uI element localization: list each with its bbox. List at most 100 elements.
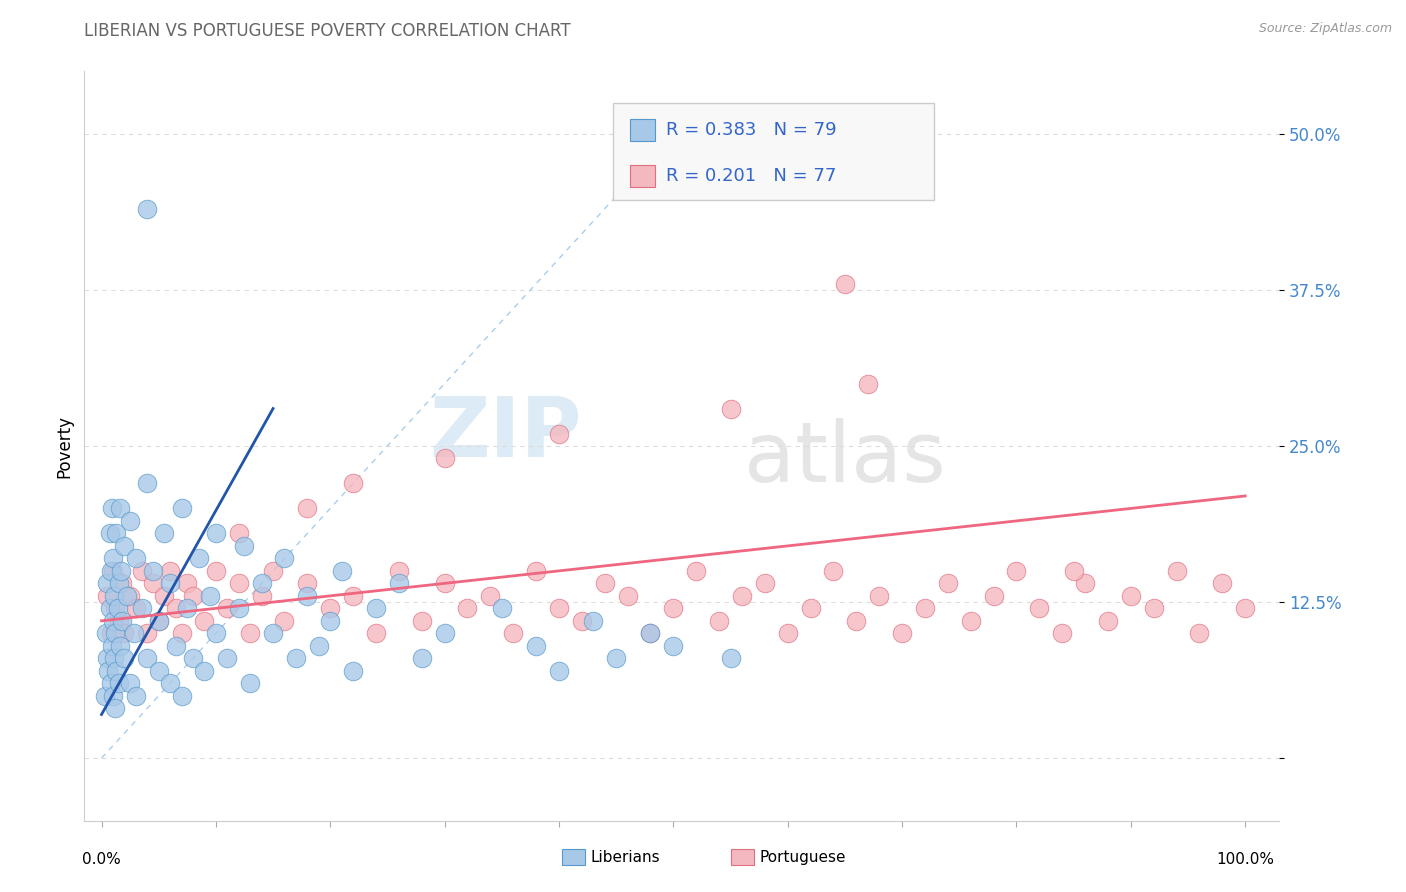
Point [502, 626, 524, 640]
Point [284, 651, 307, 665]
Point [101, 564, 124, 578]
Point [936, 576, 959, 591]
Point [731, 589, 754, 603]
Point [593, 576, 616, 591]
Point [97, 664, 120, 678]
Point [250, 589, 273, 603]
Point [1028, 601, 1050, 615]
Point [411, 614, 433, 628]
Point [1166, 564, 1188, 578]
Point [205, 564, 228, 578]
Text: LIBERIAN VS PORTUGUESE POVERTY CORRELATION CHART: LIBERIAN VS PORTUGUESE POVERTY CORRELATI… [84, 22, 571, 40]
Point [217, 601, 239, 615]
Point [159, 564, 181, 578]
Point [103, 651, 125, 665]
Point [1097, 614, 1119, 628]
Point [891, 626, 914, 640]
Point [433, 451, 456, 466]
Point [101, 551, 124, 566]
Point [1188, 626, 1211, 640]
Point [239, 676, 262, 690]
Point [262, 564, 284, 578]
Point [662, 601, 685, 615]
Point [308, 639, 330, 653]
Point [297, 589, 319, 603]
Point [273, 614, 295, 628]
Point [330, 564, 353, 578]
Point [104, 626, 127, 640]
Point [112, 539, 135, 553]
Point [148, 614, 170, 628]
Point [100, 676, 122, 690]
Point [136, 626, 159, 640]
Point [107, 614, 129, 628]
Point [319, 614, 342, 628]
Point [433, 576, 456, 591]
Point [342, 664, 364, 678]
Point [273, 551, 295, 566]
Point [101, 614, 124, 628]
Point [640, 626, 662, 640]
Point [707, 614, 730, 628]
Point [96, 576, 118, 591]
Point [388, 576, 411, 591]
Point [111, 614, 134, 628]
Text: Liberians: Liberians [591, 850, 661, 864]
Point [148, 614, 170, 628]
Point [100, 564, 122, 578]
Text: ZIP: ZIP [429, 393, 582, 474]
Point [524, 564, 547, 578]
Point [823, 564, 845, 578]
Point [548, 601, 571, 615]
Point [181, 651, 204, 665]
Point [105, 664, 128, 678]
Point [159, 576, 181, 591]
Point [1005, 564, 1028, 578]
Point [101, 501, 124, 516]
Point [548, 426, 571, 441]
Point [411, 651, 433, 665]
Point [101, 639, 124, 653]
Point [491, 601, 513, 615]
Point [616, 589, 638, 603]
Point [112, 626, 135, 640]
Text: R = 0.383   N = 79: R = 0.383 N = 79 [666, 120, 837, 139]
Text: Source: ZipAtlas.com: Source: ZipAtlas.com [1258, 22, 1392, 36]
Point [122, 626, 145, 640]
Point [187, 551, 209, 566]
Point [1143, 601, 1166, 615]
Point [94, 626, 117, 640]
Point [856, 376, 879, 391]
Point [388, 564, 411, 578]
Point [205, 626, 228, 640]
Point [319, 601, 342, 615]
Point [136, 202, 159, 216]
Point [754, 576, 776, 591]
Point [640, 626, 662, 640]
Point [159, 676, 181, 690]
Point [112, 651, 135, 665]
Point [105, 526, 128, 541]
Point [959, 614, 981, 628]
Point [98, 526, 121, 541]
Point [250, 576, 273, 591]
Point [868, 589, 890, 603]
Point [364, 626, 387, 640]
Text: 100.0%: 100.0% [1216, 852, 1274, 867]
Point [364, 601, 387, 615]
Point [142, 564, 165, 578]
Point [845, 614, 868, 628]
Point [1211, 576, 1233, 591]
Point [111, 576, 134, 591]
Point [125, 551, 148, 566]
Point [120, 514, 142, 528]
Point [571, 614, 593, 628]
Point [104, 701, 127, 715]
Point [433, 626, 456, 640]
Point [170, 626, 193, 640]
Point [342, 476, 364, 491]
Point [107, 676, 129, 690]
Point [96, 651, 118, 665]
Point [170, 501, 193, 516]
Point [1234, 601, 1257, 615]
